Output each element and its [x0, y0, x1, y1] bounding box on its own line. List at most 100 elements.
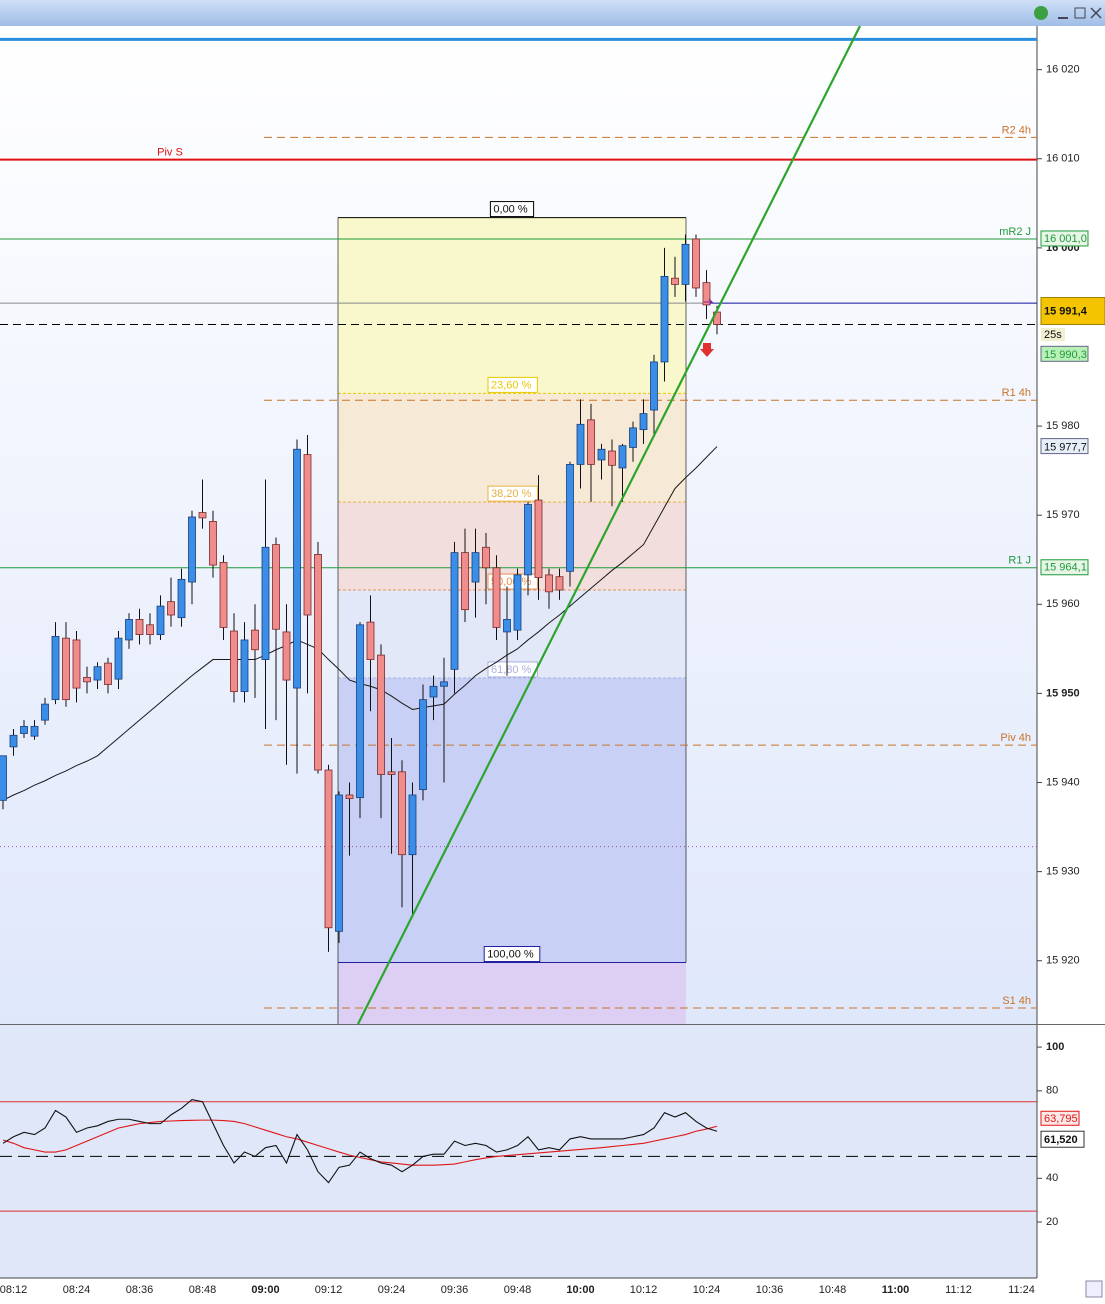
candle-body	[324, 769, 333, 929]
candle-body	[671, 277, 679, 285]
candle-body	[587, 419, 595, 465]
close-button[interactable]	[1090, 7, 1102, 19]
y-tick-label: 20	[1046, 1216, 1058, 1228]
x-tick-label: 09:12	[315, 1284, 343, 1296]
y-tick-label: 15 940	[1046, 776, 1080, 788]
x-tick-label: 10:24	[693, 1284, 721, 1296]
x-tick-label: 11:24	[1008, 1284, 1035, 1296]
fib-label-box	[489, 201, 535, 218]
pivot-label: mR2 J	[999, 226, 1031, 238]
rsi-tag-label: 61,520	[1044, 1134, 1078, 1146]
fib-label-box	[487, 485, 538, 502]
candle-body	[503, 619, 511, 633]
candle-body	[660, 275, 669, 363]
candle-body	[20, 725, 28, 734]
price-tag-label: 15 991,4	[1044, 305, 1088, 317]
pivot-label: R1 J	[1008, 555, 1031, 567]
pivot-label: R2 4h	[1002, 124, 1031, 136]
candle-body	[450, 552, 459, 670]
candle-body	[366, 621, 375, 660]
x-tick-label: 11:00	[882, 1284, 910, 1296]
candle-body	[188, 516, 196, 583]
candle-body	[377, 654, 385, 775]
candle-body	[177, 578, 186, 619]
candle-body	[681, 243, 690, 285]
candle-body	[251, 629, 259, 651]
candle-body	[240, 639, 249, 693]
candle-body	[62, 637, 70, 701]
rsi-tag	[1040, 1130, 1085, 1148]
fib-label: 50,00 %	[491, 576, 532, 588]
x-tick-label: 09:36	[441, 1284, 469, 1296]
rsi-panel	[0, 1025, 1037, 1278]
x-tick-label: 09:48	[504, 1284, 532, 1296]
candle-body	[335, 794, 343, 932]
candle-body	[41, 703, 49, 721]
fib-label: 100,00 %	[487, 948, 534, 960]
scroll-button[interactable]	[1085, 1280, 1103, 1298]
candle-body	[272, 544, 280, 630]
candle-body	[492, 567, 501, 628]
price-tag	[1040, 438, 1089, 455]
x-tick-label: 10:36	[756, 1284, 784, 1296]
candle-body	[534, 499, 543, 578]
candle-body	[0, 755, 7, 801]
x-tick-label: 09:00	[251, 1284, 279, 1296]
candle-body	[471, 552, 480, 583]
candle-body	[114, 637, 123, 680]
candle-body	[146, 624, 154, 636]
candle-body	[408, 794, 417, 856]
title-bar	[0, 0, 1105, 26]
fib-label-box	[487, 376, 538, 393]
price-tag-label: 15 990,3	[1044, 349, 1087, 361]
fib-label: 23,60 %	[491, 379, 532, 391]
candle-body	[692, 238, 700, 289]
pivot-label: Piv S	[157, 147, 183, 159]
fib-label: 38,20 %	[491, 488, 532, 500]
candle-body	[618, 445, 627, 469]
candle-body	[650, 361, 658, 411]
axis-tag	[1040, 230, 1089, 247]
fib-label: 61,80 %	[491, 664, 532, 676]
maximize-button[interactable]	[1074, 7, 1086, 19]
candle-body	[482, 546, 490, 569]
candle-body	[314, 554, 322, 771]
candle-body	[72, 639, 81, 689]
minimize-button[interactable]	[1058, 17, 1068, 19]
candle-body	[387, 771, 396, 775]
candle-body	[135, 619, 144, 636]
candle-body	[545, 574, 553, 593]
candle-body	[639, 413, 648, 431]
fib-zone	[338, 217, 686, 394]
candle-body	[198, 512, 207, 519]
rsi-line	[2, 1119, 718, 1166]
y-tick-label: 15 970	[1046, 509, 1080, 521]
pivot-label: Piv 4h	[1000, 732, 1031, 744]
candle-body	[261, 546, 270, 660]
x-tick-label: 10:12	[630, 1284, 658, 1296]
sync-icon[interactable]	[1034, 6, 1048, 20]
candle-body	[524, 504, 532, 576]
countdown-box	[1041, 328, 1065, 341]
y-tick-label: 15 930	[1046, 866, 1080, 878]
rsi-tag-label: 63,795	[1044, 1113, 1078, 1125]
time-axis	[0, 1278, 1105, 1299]
x-tick-label: 10:48	[819, 1284, 847, 1296]
pivot-label: R1 4h	[1002, 387, 1031, 399]
candle-body	[513, 574, 522, 631]
price-tag	[1040, 345, 1089, 362]
candle-body	[440, 681, 448, 687]
y-tick-label: 40	[1046, 1172, 1058, 1184]
y-tick-label: 15 960	[1046, 598, 1080, 610]
candle-body	[30, 725, 39, 737]
x-tick-label: 09:24	[378, 1284, 406, 1296]
candle-body	[167, 601, 175, 616]
candle-body	[597, 448, 606, 461]
fib-label-box	[483, 946, 541, 963]
y-tick-label: 100	[1046, 1041, 1064, 1053]
price-tag	[1040, 297, 1105, 326]
candle-body	[93, 666, 102, 681]
axis-tag-label: 15 964,1	[1044, 562, 1087, 574]
candle-body	[209, 521, 217, 566]
rsi-tag	[1040, 1110, 1080, 1126]
